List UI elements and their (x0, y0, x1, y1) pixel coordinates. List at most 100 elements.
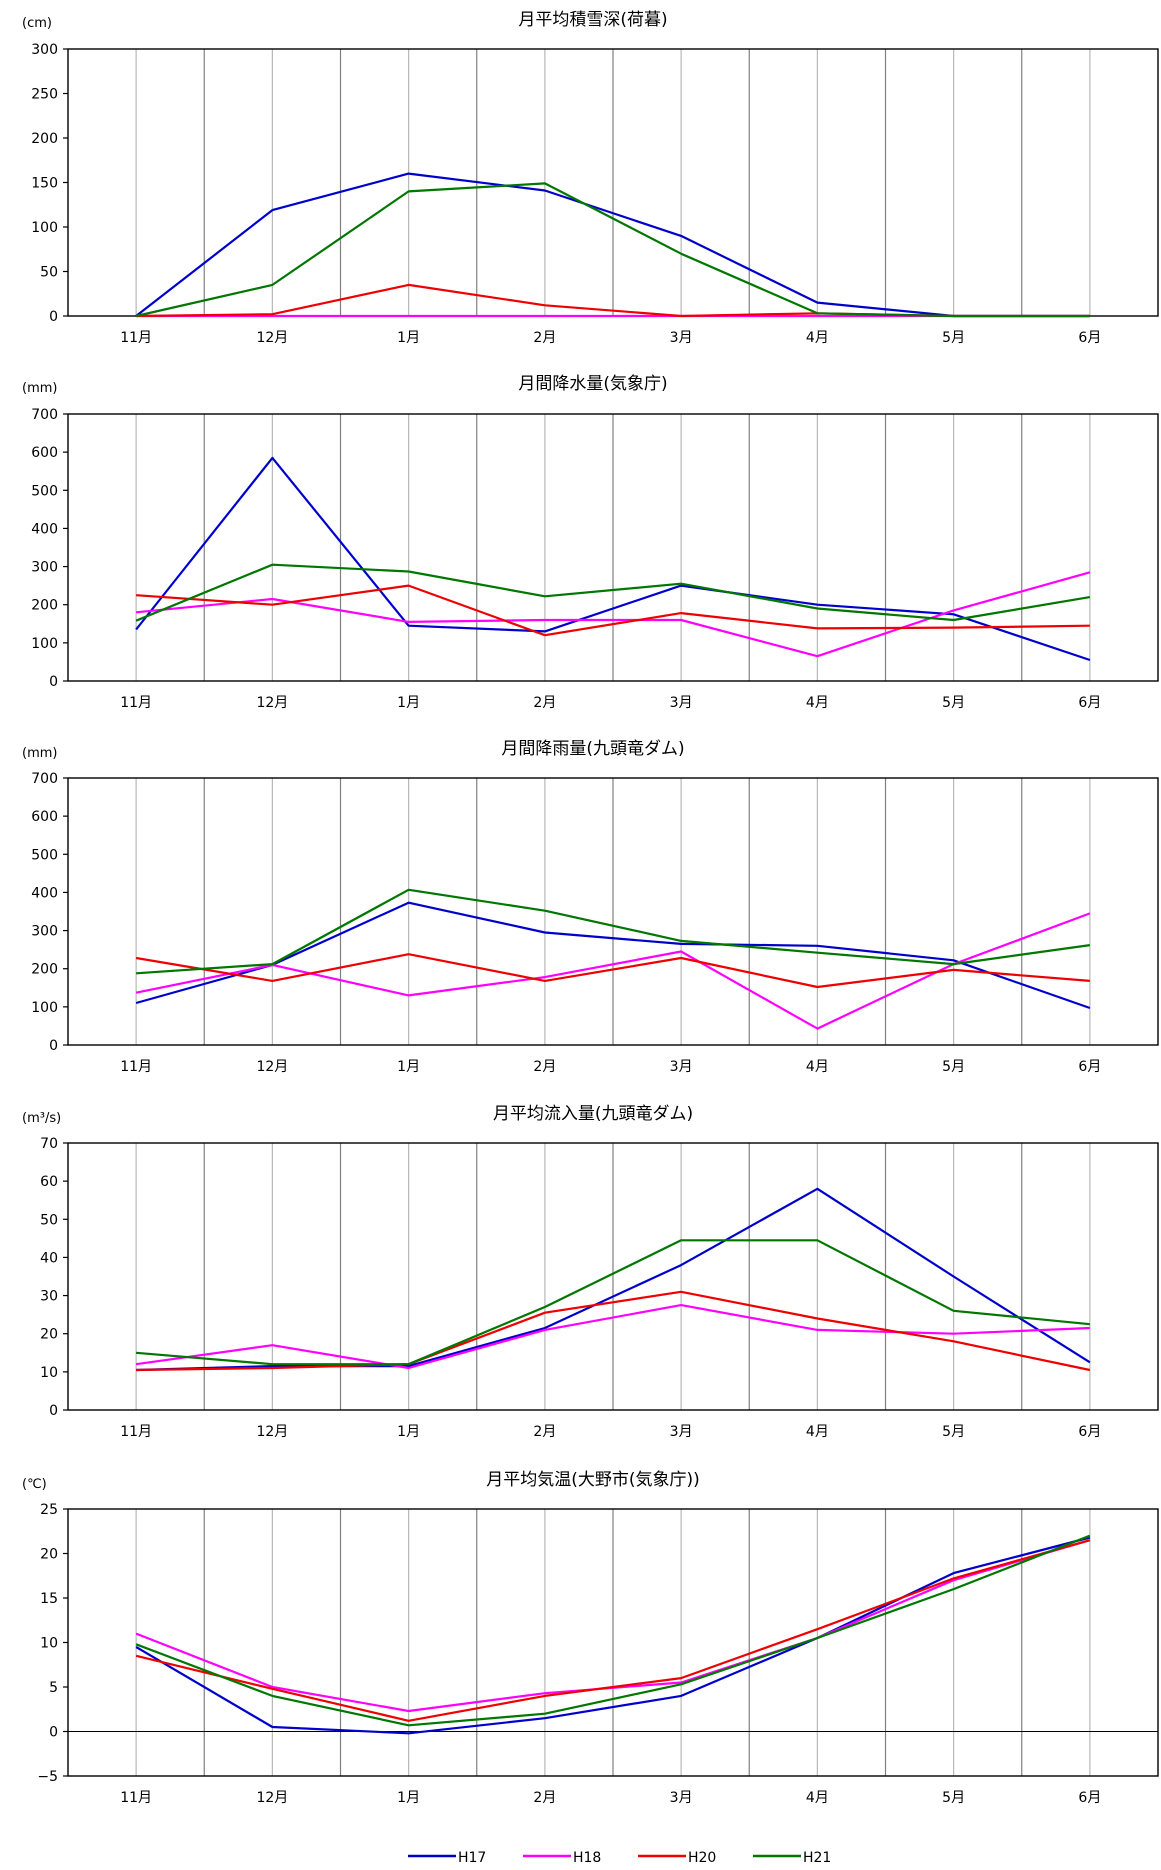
y-unit-label: (cm) (22, 16, 52, 31)
x-tick-label: 12月 (256, 1790, 288, 1806)
x-tick-label: 11月 (120, 1424, 152, 1440)
plot-frame (67, 1508, 1159, 1777)
y-tick-label: 700 (31, 771, 58, 787)
x-tick-label: 5月 (942, 695, 965, 711)
x-tick-label: 1月 (397, 1059, 420, 1075)
y-tick-label: 400 (31, 521, 58, 537)
series-line-h17 (135, 456, 1091, 662)
y-tick-label: 700 (31, 407, 58, 423)
legend-label-h17: H17 (458, 1850, 486, 1866)
y-tick-label: 600 (31, 445, 58, 461)
series-line-h17 (135, 901, 1091, 1010)
series-line-h21 (136, 1239, 1091, 1366)
series-line-h18 (135, 912, 1091, 1030)
y-tick-label: 5 (49, 1680, 58, 1696)
chart-title: 月平均流入量(九頭竜ダム) (493, 1104, 693, 1124)
y-tick-label: 150 (31, 176, 58, 192)
y-tick-label: 600 (31, 809, 58, 825)
series-line-h17 (135, 1536, 1091, 1735)
y-tick-label: 30 (40, 1289, 58, 1305)
y-tick-label: 0 (49, 1725, 58, 1741)
x-tick-label: 2月 (533, 1424, 556, 1440)
legend-label-h18: H18 (573, 1850, 601, 1866)
x-tick-label: 2月 (533, 1790, 556, 1806)
y-tick-label: 25 (40, 1502, 58, 1518)
y-tick-label: 60 (40, 1174, 58, 1190)
y-tick-label: 400 (31, 885, 58, 901)
x-tick-label: 12月 (256, 695, 288, 711)
legend: H17 H18 H20 H21 (408, 1850, 831, 1866)
plot-frame (67, 777, 1159, 1046)
x-tick-label: 3月 (670, 330, 693, 346)
x-tick-label: 4月 (806, 1059, 829, 1075)
plot-frame (67, 1142, 1159, 1411)
x-tick-label: 6月 (1078, 1790, 1101, 1806)
series-line-h20 (135, 1539, 1091, 1722)
chart-2: 月間降水量(気象庁) (mm) 0 100 200 300 400 500 600 700 11月 1… (22, 374, 1159, 711)
y-tick-label: 500 (31, 847, 58, 863)
x-tick-label: 4月 (806, 1424, 829, 1440)
y-tick-label: 0 (49, 309, 58, 325)
y-tick-label: 20 (40, 1547, 58, 1563)
y-tick-label: 10 (40, 1636, 58, 1652)
y-tick-label: 200 (31, 131, 58, 147)
legend-label-h21: H21 (803, 1850, 831, 1866)
y-tick-label: 200 (31, 962, 58, 978)
x-tick-label: 6月 (1078, 330, 1101, 346)
x-tick-label: 3月 (670, 695, 693, 711)
x-tick-label: 5月 (942, 1424, 965, 1440)
chart-4: 月平均流入量(九頭竜ダム) (m³/s) 0 10 20 30 40 50 60 70 11月 12月… (22, 1104, 1159, 1440)
chart-5: 月平均気温(大野市(気象庁)) (℃) −5 0 5 10 15 20 25 11月 12月 1月 2月… (22, 1470, 1159, 1806)
x-tick-label: 1月 (397, 695, 420, 711)
y-tick-label: 500 (31, 483, 58, 499)
y-tick-label: 70 (40, 1136, 58, 1152)
series-line-h17 (136, 1187, 1091, 1372)
y-tick-label: 300 (31, 924, 58, 940)
x-tick-label: 12月 (256, 330, 288, 346)
series-line-h20 (136, 584, 1090, 637)
y-tick-label: 0 (49, 674, 58, 690)
y-tick-label: 50 (40, 1212, 58, 1228)
chart-1: 月平均積雪深(荷暮) (cm) 0 50 100 150 200 250 300 11月 12月 1月… (22, 10, 1159, 346)
series-line-h21 (135, 182, 1090, 318)
plot-frame (67, 413, 1159, 682)
series-line-h20 (135, 953, 1090, 989)
x-tick-label: 6月 (1078, 695, 1101, 711)
y-tick-label: 200 (31, 598, 58, 614)
series-line-h20 (136, 1290, 1091, 1372)
x-tick-label: 1月 (397, 1424, 420, 1440)
x-tick-label: 3月 (670, 1059, 693, 1075)
x-tick-label: 5月 (942, 330, 965, 346)
x-tick-label: 12月 (256, 1059, 288, 1075)
chart-title: 月間降水量(気象庁) (518, 374, 667, 394)
y-tick-label: 100 (31, 1000, 58, 1016)
series-line-h17 (135, 172, 1090, 318)
legend-label-h20: H20 (688, 1850, 716, 1866)
series-line-h18 (135, 1303, 1090, 1370)
x-tick-label: 11月 (120, 1790, 152, 1806)
y-tick-label: 100 (31, 636, 58, 652)
y-tick-label: −5 (37, 1769, 58, 1785)
chart-3: 月間降雨量(九頭竜ダム) (mm) 0 100 200 300 400 500 600 700 11… (22, 739, 1159, 1075)
y-tick-label: 300 (31, 42, 58, 58)
x-tick-label: 4月 (806, 330, 829, 346)
y-tick-label: 0 (49, 1038, 58, 1054)
series-line-h21 (135, 563, 1091, 622)
x-tick-label: 11月 (120, 695, 152, 711)
x-tick-label: 12月 (256, 1424, 288, 1440)
y-unit-label: (mm) (22, 381, 57, 396)
y-unit-label: (mm) (22, 746, 57, 761)
chart-title: 月平均気温(大野市(気象庁)) (486, 1470, 700, 1490)
x-tick-label: 11月 (120, 330, 152, 346)
x-tick-label: 6月 (1078, 1059, 1101, 1075)
y-tick-label: 100 (31, 220, 58, 236)
x-tick-label: 4月 (806, 1790, 829, 1806)
y-unit-label: (℃) (22, 1477, 47, 1492)
y-tick-label: 10 (40, 1365, 58, 1381)
x-tick-label: 1月 (397, 330, 420, 346)
x-tick-label: 2月 (533, 695, 556, 711)
x-tick-label: 11月 (120, 1059, 152, 1075)
y-tick-label: 15 (40, 1591, 58, 1607)
x-tick-label: 6月 (1078, 1424, 1101, 1440)
